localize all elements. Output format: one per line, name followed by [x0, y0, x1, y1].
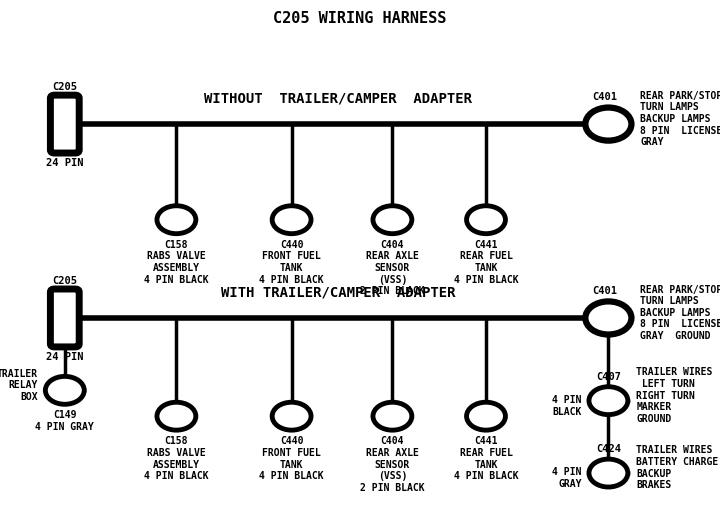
Circle shape — [373, 402, 412, 430]
Text: 24 PIN: 24 PIN — [46, 352, 84, 361]
Circle shape — [467, 206, 505, 234]
Text: TRAILER WIRES
BATTERY CHARGE
BACKUP
BRAKES: TRAILER WIRES BATTERY CHARGE BACKUP BRAK… — [636, 446, 719, 490]
Circle shape — [373, 206, 412, 234]
Text: C401: C401 — [593, 286, 617, 296]
Text: C205: C205 — [53, 276, 77, 286]
Circle shape — [589, 387, 628, 415]
Text: 4 PIN
GRAY: 4 PIN GRAY — [552, 467, 582, 489]
Text: C401: C401 — [593, 93, 617, 102]
Text: C440
FRONT FUEL
TANK
4 PIN BLACK: C440 FRONT FUEL TANK 4 PIN BLACK — [259, 436, 324, 481]
Text: 24 PIN: 24 PIN — [46, 158, 84, 168]
Text: C205: C205 — [53, 82, 77, 92]
Text: C441
REAR FUEL
TANK
4 PIN BLACK: C441 REAR FUEL TANK 4 PIN BLACK — [454, 436, 518, 481]
Text: TRAILER WIRES
 LEFT TURN
RIGHT TURN
MARKER
GROUND: TRAILER WIRES LEFT TURN RIGHT TURN MARKE… — [636, 367, 713, 424]
Text: C404
REAR AXLE
SENSOR
(VSS)
2 PIN BLACK: C404 REAR AXLE SENSOR (VSS) 2 PIN BLACK — [360, 436, 425, 493]
Circle shape — [272, 206, 311, 234]
Text: C149
4 PIN GRAY: C149 4 PIN GRAY — [35, 410, 94, 432]
Text: C441
REAR FUEL
TANK
4 PIN BLACK: C441 REAR FUEL TANK 4 PIN BLACK — [454, 240, 518, 285]
Text: C424: C424 — [596, 444, 621, 454]
Text: C158
RABS VALVE
ASSEMBLY
4 PIN BLACK: C158 RABS VALVE ASSEMBLY 4 PIN BLACK — [144, 240, 209, 285]
Circle shape — [585, 108, 631, 141]
Circle shape — [467, 402, 505, 430]
Text: WITH TRAILER/CAMPER  ADAPTER: WITH TRAILER/CAMPER ADAPTER — [221, 285, 456, 299]
FancyBboxPatch shape — [50, 95, 79, 153]
Text: REAR PARK/STOP
TURN LAMPS
BACKUP LAMPS
8 PIN  LICENSE LAMPS
GRAY: REAR PARK/STOP TURN LAMPS BACKUP LAMPS 8… — [640, 90, 720, 147]
Circle shape — [157, 402, 196, 430]
Circle shape — [589, 459, 628, 487]
Text: C158
RABS VALVE
ASSEMBLY
4 PIN BLACK: C158 RABS VALVE ASSEMBLY 4 PIN BLACK — [144, 436, 209, 481]
Circle shape — [45, 376, 84, 404]
FancyBboxPatch shape — [50, 289, 79, 347]
Circle shape — [585, 301, 631, 334]
Text: C407: C407 — [596, 372, 621, 382]
Text: C404
REAR AXLE
SENSOR
(VSS)
2 PIN BLACK: C404 REAR AXLE SENSOR (VSS) 2 PIN BLACK — [360, 240, 425, 296]
Circle shape — [272, 402, 311, 430]
Text: C440
FRONT FUEL
TANK
4 PIN BLACK: C440 FRONT FUEL TANK 4 PIN BLACK — [259, 240, 324, 285]
Text: 4 PIN
BLACK: 4 PIN BLACK — [552, 395, 582, 417]
Text: WITHOUT  TRAILER/CAMPER  ADAPTER: WITHOUT TRAILER/CAMPER ADAPTER — [204, 91, 472, 105]
Text: TRAILER
RELAY
BOX: TRAILER RELAY BOX — [0, 369, 38, 402]
Text: REAR PARK/STOP
TURN LAMPS
BACKUP LAMPS
8 PIN  LICENSE LAMPS
GRAY  GROUND: REAR PARK/STOP TURN LAMPS BACKUP LAMPS 8… — [640, 284, 720, 341]
Circle shape — [157, 206, 196, 234]
Text: C205 WIRING HARNESS: C205 WIRING HARNESS — [274, 10, 446, 26]
